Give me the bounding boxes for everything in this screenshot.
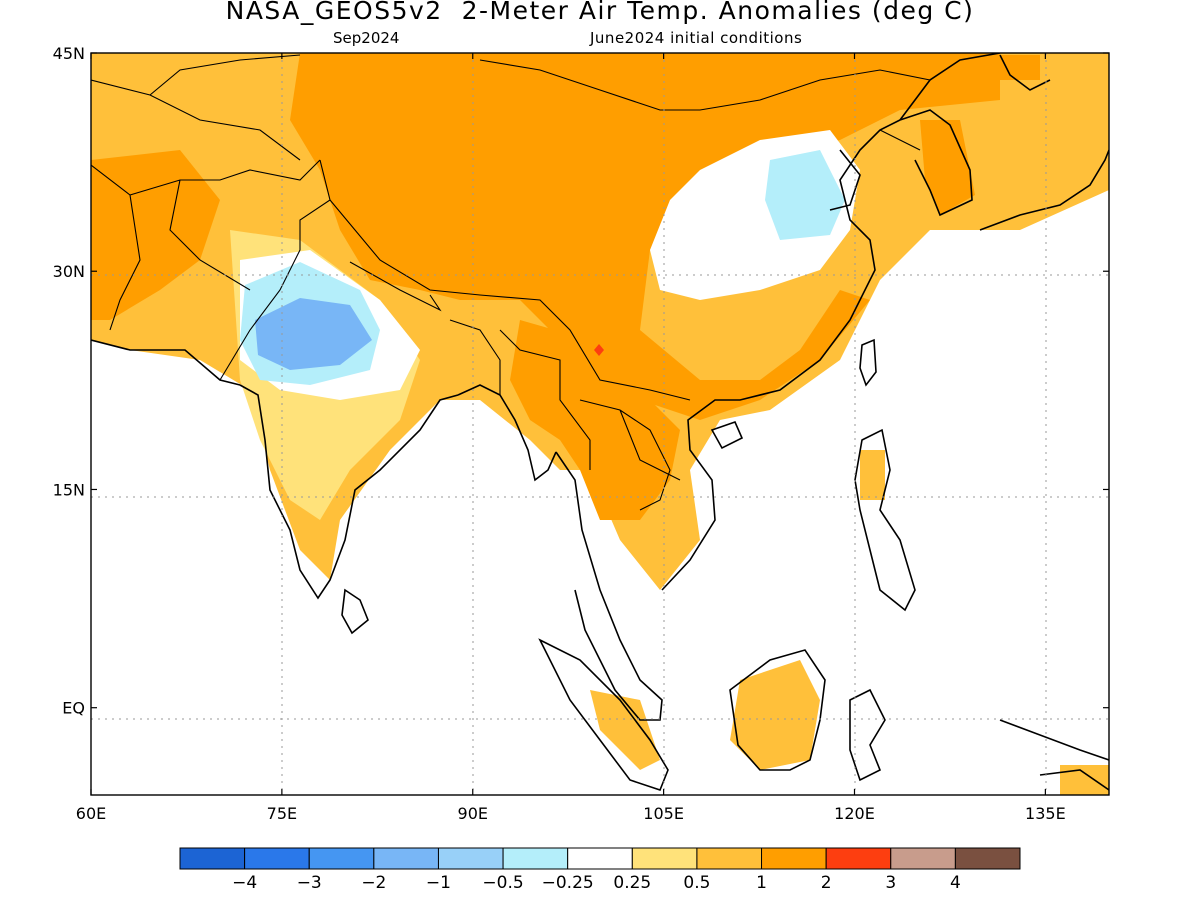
anomaly-region-borneo	[730, 660, 820, 770]
anomaly-region-philippines	[860, 450, 885, 500]
coastline-borneo	[729, 649, 826, 771]
colorbar-swatch	[244, 847, 310, 870]
anomaly-region-cold-pakistan	[255, 298, 372, 370]
coastline-indochina	[661, 119, 901, 591]
colorbar-label: −1	[426, 873, 451, 893]
border-thailand-laos	[579, 399, 681, 511]
colorbar-label: −4	[232, 873, 257, 893]
colorbar-label: 3	[885, 873, 896, 893]
coastline-sulawesi	[849, 688, 886, 782]
border-central-asia	[91, 54, 301, 161]
colorbar-swatch	[179, 847, 246, 870]
lon-tick-label: 135E	[1025, 804, 1066, 823]
border-korea-china	[879, 129, 921, 151]
colorbar-label: 0.5	[683, 873, 710, 893]
coastline-bohai	[829, 149, 861, 211]
axis-labels: 60E 75E 90E 105E 120E 135E 45N 30N 15N EQ	[53, 44, 1066, 823]
colorbar-swatch	[761, 847, 827, 870]
gridlines	[91, 53, 1109, 795]
coastline-arabian-sea	[91, 339, 241, 386]
colorbar-label: 2	[821, 873, 832, 893]
colorbar-swatch	[825, 847, 892, 870]
colorbar-label: −0.5	[482, 873, 523, 893]
border-china-south	[329, 199, 691, 401]
anomaly-region-korea	[920, 120, 975, 215]
colorbar-label: −0.25	[542, 873, 594, 893]
colorbar-swatch	[308, 847, 375, 870]
lat-tick-label: EQ	[62, 699, 85, 718]
coastline-new-guinea	[999, 719, 1109, 791]
coastline-hainan	[710, 421, 744, 450]
coastline-philippines	[854, 428, 916, 612]
anomaly-region-hotspot	[594, 344, 604, 356]
lon-tick-label: 60E	[76, 804, 106, 823]
coastline-taiwan	[859, 338, 877, 387]
anomaly-region-cool-china	[765, 150, 845, 240]
coastline-korea	[899, 109, 973, 217]
colorbar-swatch	[373, 847, 439, 870]
coastline-japan	[979, 54, 1109, 231]
country-borders	[91, 54, 931, 511]
anomaly-region-sumatra	[590, 690, 660, 770]
plot-frame	[90, 52, 1110, 796]
coastline-bay-of-bengal	[457, 384, 557, 482]
colorbar-label: −2	[361, 873, 386, 893]
lon-tick-label: 120E	[834, 804, 875, 823]
map-title: NASA_GEOS5v2 2-Meter Air Temp. Anomalies…	[225, 0, 975, 25]
anomaly-field	[91, 53, 1109, 795]
axis-ticks	[90, 52, 1109, 795]
border-mongolia	[479, 59, 931, 111]
colorbar-label: 4	[950, 873, 961, 893]
colorbar-label: −3	[297, 873, 322, 893]
coastline-china-east	[899, 53, 1001, 121]
colorbar-swatch	[954, 847, 1021, 870]
initial-conditions-label: June2024 initial conditions	[590, 29, 803, 47]
colorbar-swatch	[502, 847, 569, 870]
colorbar-swatch	[567, 847, 633, 870]
anomaly-region-iran	[91, 150, 220, 320]
anomaly-region-new-guinea	[1060, 765, 1109, 795]
coastlines	[91, 53, 1109, 791]
lon-tick-label: 75E	[267, 804, 297, 823]
anomaly-region-indochina	[510, 320, 680, 520]
lat-tick-label: 30N	[53, 262, 85, 281]
lon-tick-label: 90E	[458, 804, 488, 823]
colorbar-swatch	[437, 847, 504, 870]
border-nepal	[349, 261, 442, 312]
forecast-month: Sep2024	[333, 29, 400, 47]
colorbar: −4 −3 −2 −1 −0.5 −0.25 0.25 0.5 1 2 3 4	[179, 847, 1021, 893]
colorbar-swatch	[631, 847, 698, 870]
colorbar-label: 1	[756, 873, 767, 893]
coastline-malay-peninsula	[555, 451, 663, 721]
colorbar-swatch	[696, 847, 763, 870]
colorbar-swatch	[890, 847, 956, 870]
coastline-sri-lanka	[341, 588, 369, 635]
lon-tick-label: 105E	[643, 804, 684, 823]
lat-tick-label: 15N	[53, 480, 85, 499]
colorbar-label: 0.25	[613, 873, 651, 893]
anomaly-region-tibet-mongolia	[290, 53, 1000, 420]
border-iran	[91, 164, 141, 331]
border-bangladesh-myanmar	[449, 319, 591, 470]
coastline-sumatra	[538, 638, 669, 791]
lat-tick-label: 45N	[53, 44, 85, 63]
coastline-india	[239, 384, 459, 600]
